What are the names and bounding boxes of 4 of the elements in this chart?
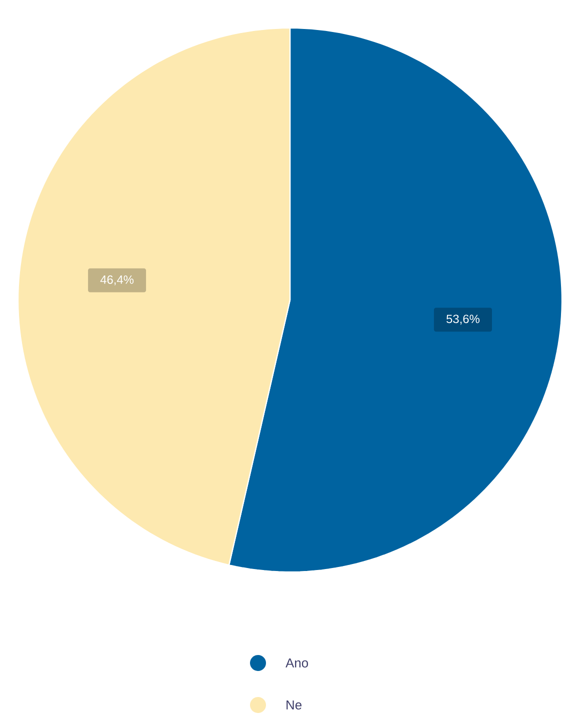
- data-label: 46,4%: [100, 275, 134, 286]
- data-label: 53,6%: [446, 314, 480, 325]
- legend-label: Ne: [286, 700, 302, 710]
- legend-label: Ano: [286, 658, 308, 668]
